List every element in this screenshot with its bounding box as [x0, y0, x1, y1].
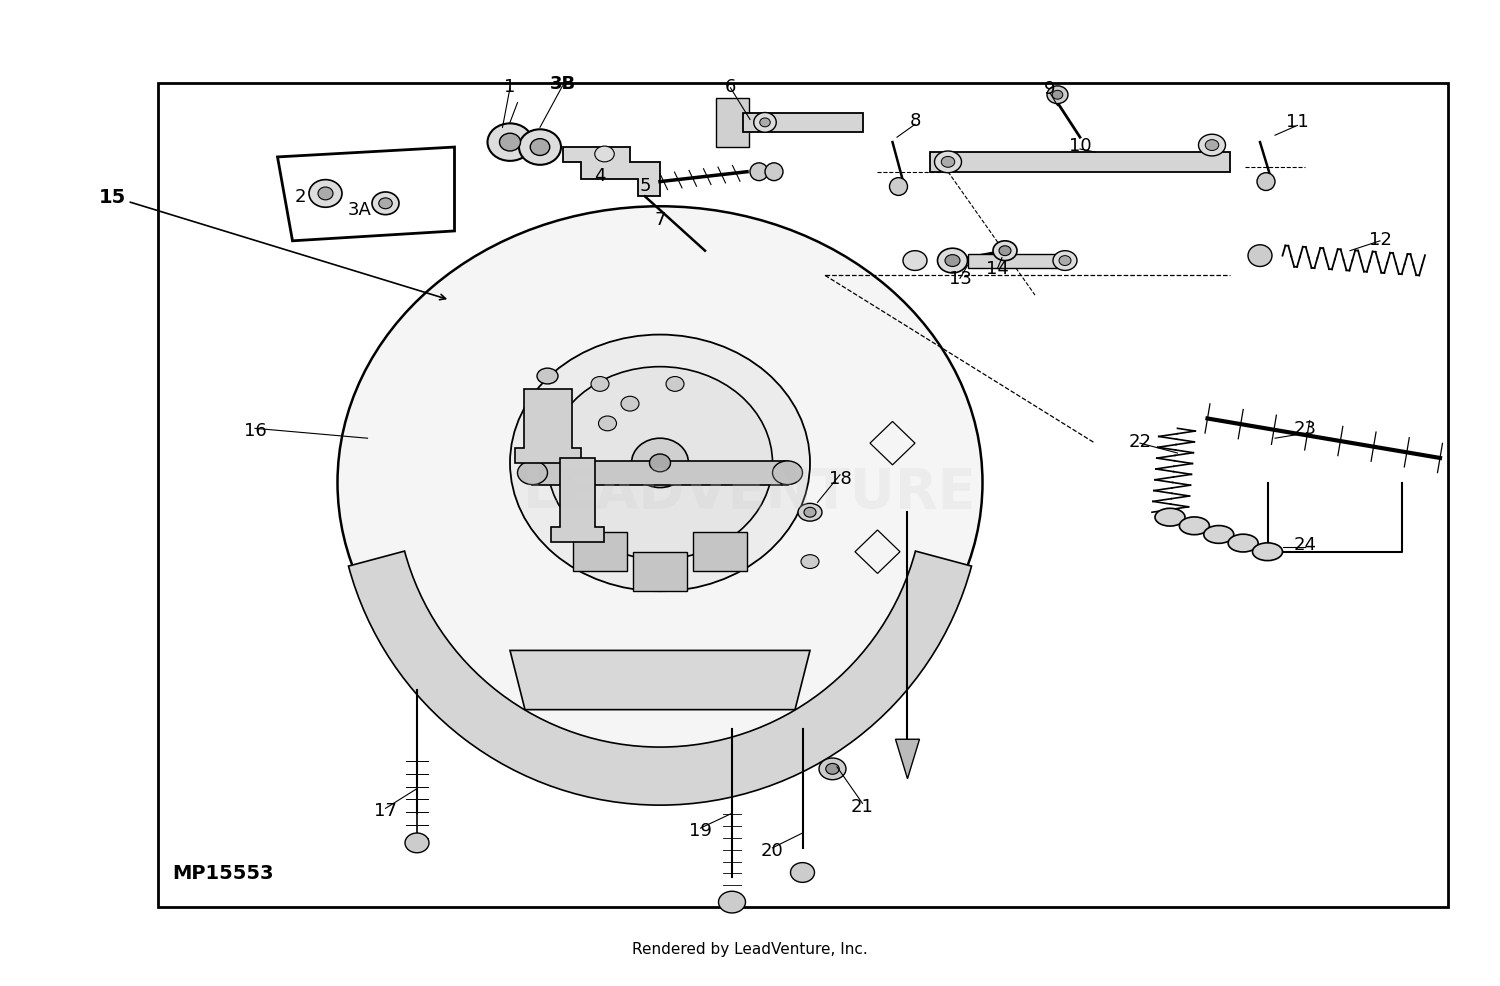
- Ellipse shape: [309, 180, 342, 208]
- Ellipse shape: [827, 763, 840, 775]
- Text: 24: 24: [1293, 535, 1317, 553]
- Ellipse shape: [772, 461, 802, 485]
- Ellipse shape: [594, 147, 615, 163]
- Ellipse shape: [759, 119, 771, 128]
- Text: 20: 20: [760, 841, 784, 859]
- Ellipse shape: [351, 381, 969, 684]
- Polygon shape: [562, 148, 660, 197]
- Text: 14: 14: [986, 260, 1010, 278]
- Ellipse shape: [510, 335, 810, 592]
- Text: Rendered by LeadVenture, Inc.: Rendered by LeadVenture, Inc.: [632, 941, 868, 956]
- Ellipse shape: [938, 249, 968, 273]
- Ellipse shape: [378, 198, 393, 209]
- Ellipse shape: [621, 396, 639, 412]
- Ellipse shape: [765, 164, 783, 181]
- Ellipse shape: [372, 192, 399, 215]
- Ellipse shape: [537, 369, 558, 385]
- Text: 4: 4: [594, 167, 606, 184]
- Ellipse shape: [318, 188, 333, 201]
- Text: 19: 19: [688, 821, 712, 839]
- Ellipse shape: [753, 113, 777, 133]
- Ellipse shape: [1198, 135, 1225, 157]
- Text: 7: 7: [654, 211, 666, 229]
- Text: 2: 2: [294, 188, 306, 206]
- Text: 6: 6: [724, 78, 736, 96]
- Bar: [693, 532, 747, 572]
- Text: 5: 5: [639, 176, 651, 194]
- Text: 17: 17: [374, 802, 398, 819]
- Ellipse shape: [798, 504, 822, 522]
- Ellipse shape: [999, 246, 1011, 256]
- Ellipse shape: [1053, 92, 1062, 101]
- Ellipse shape: [500, 134, 520, 152]
- Ellipse shape: [1047, 87, 1068, 105]
- Ellipse shape: [488, 124, 532, 162]
- Ellipse shape: [790, 863, 814, 882]
- Text: 21: 21: [850, 798, 874, 815]
- Ellipse shape: [804, 508, 816, 518]
- Text: 11: 11: [1286, 113, 1310, 131]
- Ellipse shape: [945, 255, 960, 267]
- Ellipse shape: [1206, 140, 1218, 152]
- Ellipse shape: [666, 377, 684, 392]
- Text: MP15553: MP15553: [172, 863, 274, 882]
- Ellipse shape: [1053, 251, 1077, 271]
- Ellipse shape: [890, 178, 908, 196]
- Ellipse shape: [1228, 534, 1258, 552]
- Ellipse shape: [801, 555, 819, 569]
- Ellipse shape: [1252, 543, 1282, 561]
- Wedge shape: [348, 551, 972, 806]
- Bar: [716, 99, 748, 148]
- Bar: [532, 461, 788, 485]
- Text: 22: 22: [1128, 433, 1152, 451]
- Bar: [573, 532, 627, 572]
- Text: 9: 9: [1044, 80, 1056, 98]
- Text: 23: 23: [1293, 420, 1317, 438]
- Text: 1: 1: [504, 78, 516, 96]
- Text: 18: 18: [828, 469, 852, 487]
- Text: 8: 8: [909, 112, 921, 130]
- Text: 13: 13: [948, 270, 972, 288]
- Text: 10: 10: [1068, 137, 1092, 155]
- Ellipse shape: [405, 833, 429, 853]
- Text: 15: 15: [99, 187, 126, 207]
- Polygon shape: [550, 458, 604, 542]
- Bar: [158, 84, 1448, 907]
- Bar: [968, 254, 1058, 269]
- Ellipse shape: [1257, 174, 1275, 191]
- Ellipse shape: [903, 251, 927, 271]
- Text: LEADVENTURE: LEADVENTURE: [524, 466, 976, 520]
- Text: 3A: 3A: [348, 201, 372, 219]
- Text: 12: 12: [1368, 231, 1392, 248]
- Ellipse shape: [819, 758, 846, 780]
- Text: 16: 16: [243, 422, 267, 440]
- Ellipse shape: [531, 139, 549, 156]
- Bar: [930, 153, 1230, 173]
- Polygon shape: [510, 651, 810, 710]
- Ellipse shape: [718, 891, 746, 913]
- Ellipse shape: [632, 439, 688, 488]
- Ellipse shape: [993, 242, 1017, 261]
- Ellipse shape: [942, 157, 954, 169]
- Ellipse shape: [548, 367, 772, 559]
- Ellipse shape: [1179, 518, 1209, 535]
- Polygon shape: [514, 389, 580, 463]
- Ellipse shape: [591, 377, 609, 392]
- Ellipse shape: [519, 130, 561, 166]
- Ellipse shape: [1155, 509, 1185, 527]
- Ellipse shape: [650, 455, 670, 472]
- Bar: [633, 552, 687, 592]
- Polygon shape: [896, 740, 920, 779]
- Ellipse shape: [1059, 256, 1071, 266]
- Ellipse shape: [750, 164, 768, 181]
- Ellipse shape: [338, 207, 983, 759]
- Ellipse shape: [598, 416, 616, 432]
- Ellipse shape: [518, 461, 548, 485]
- Bar: [742, 113, 862, 133]
- Ellipse shape: [1248, 246, 1272, 267]
- Text: 3B: 3B: [549, 75, 576, 93]
- Ellipse shape: [934, 152, 962, 174]
- Ellipse shape: [1203, 527, 1233, 544]
